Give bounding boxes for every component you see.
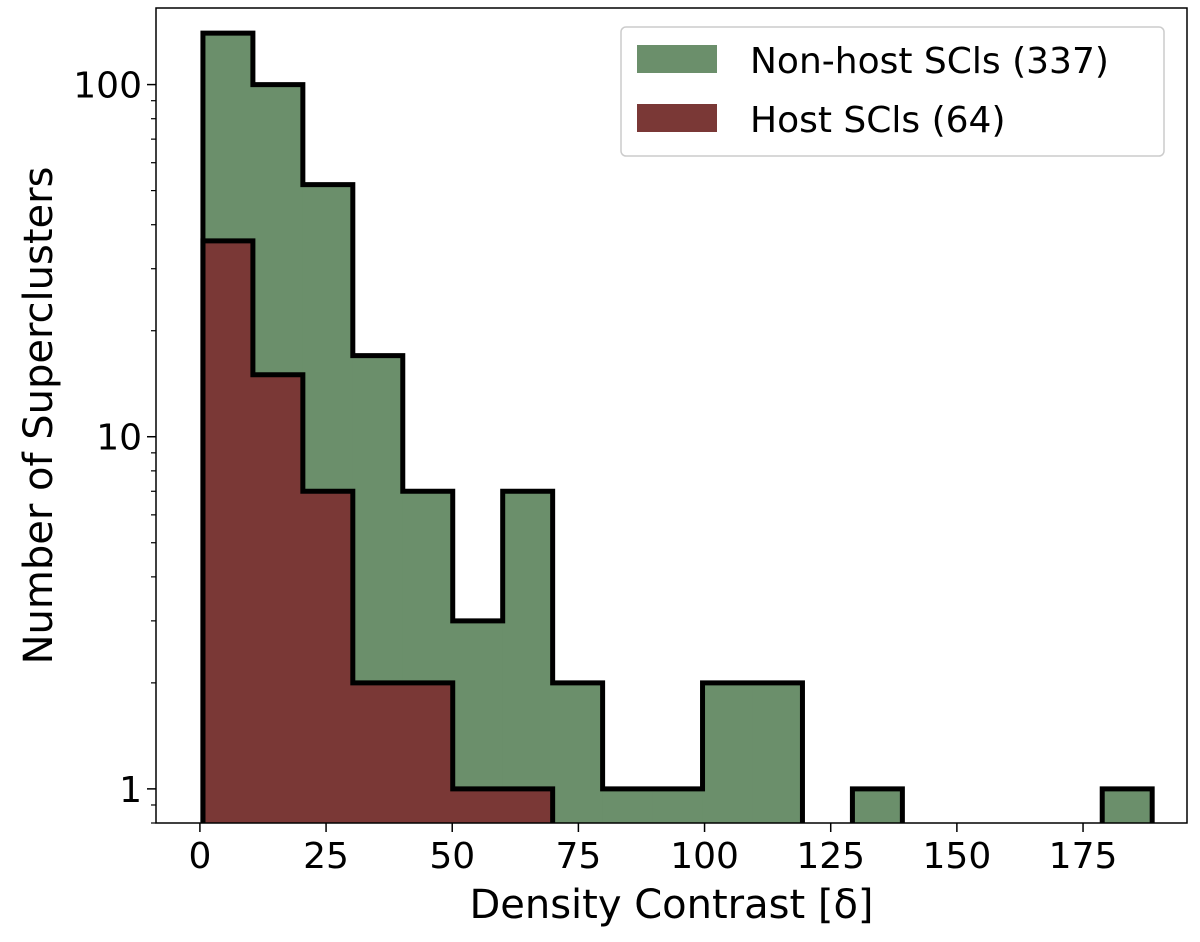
y-axis-label: Number of Superclusters bbox=[16, 167, 62, 665]
x-tick-label-1: 25 bbox=[303, 836, 349, 877]
x-tick-label-7: 175 bbox=[1049, 836, 1118, 877]
x-axis-ticks: 0 25 50 75 100 125 150 175 bbox=[188, 823, 1117, 877]
bar-host-2 bbox=[302, 491, 354, 823]
outline-non-host bbox=[200, 30, 1155, 823]
outline-host bbox=[200, 238, 556, 823]
bar-host-4 bbox=[402, 682, 454, 823]
bar-non-host-7 bbox=[552, 682, 604, 823]
x-tick-label-6: 150 bbox=[923, 836, 992, 877]
outline-layer bbox=[200, 30, 1155, 823]
plot-frame bbox=[155, 7, 1188, 824]
bar-host-0 bbox=[202, 240, 254, 823]
bar-non-host-11 bbox=[752, 682, 804, 823]
y-tick-label-0: 1 bbox=[119, 770, 142, 811]
bar-host-1 bbox=[252, 374, 304, 823]
bar-non-host-10 bbox=[702, 682, 754, 823]
bar-non-host-9 bbox=[652, 788, 704, 823]
legend-swatch-host bbox=[637, 104, 717, 132]
bar-non-host-6 bbox=[502, 491, 554, 823]
x-tick-label-4: 100 bbox=[670, 836, 739, 877]
legend: Non-host SCls (337) Host SCls (64) bbox=[620, 26, 1165, 157]
y-axis-ticks: 1 10 100 bbox=[73, 66, 156, 824]
legend-swatch-non-host bbox=[637, 45, 717, 73]
legend-label-non-host: Non-host SCls (337) bbox=[750, 41, 1109, 82]
x-tick-label-3: 75 bbox=[555, 836, 601, 877]
y-tick-label-2: 100 bbox=[73, 66, 142, 107]
bar-host-3 bbox=[352, 682, 404, 823]
x-tick-label-2: 50 bbox=[429, 836, 475, 877]
bar-non-host-18 bbox=[1102, 788, 1153, 823]
x-tick-label-5: 125 bbox=[796, 836, 865, 877]
x-axis-label: Density Contrast [δ] bbox=[469, 882, 873, 928]
bars-layer bbox=[202, 33, 1153, 824]
x-tick-label-0: 0 bbox=[188, 836, 211, 877]
legend-label-host: Host SCls (64) bbox=[750, 100, 1006, 141]
legend-box bbox=[620, 26, 1165, 157]
bar-host-6 bbox=[502, 788, 554, 823]
bar-non-host-8 bbox=[602, 788, 654, 823]
y-tick-label-1: 10 bbox=[96, 418, 142, 459]
bar-host-5 bbox=[452, 788, 504, 823]
bar-non-host-13 bbox=[852, 788, 903, 823]
